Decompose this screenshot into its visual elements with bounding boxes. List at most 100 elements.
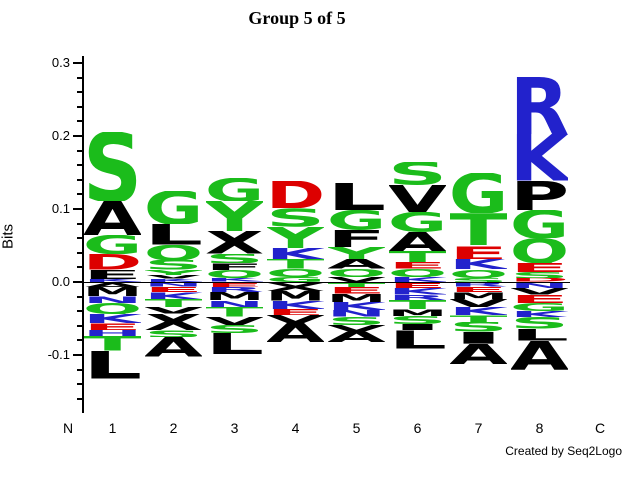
svg-text:L: L [206,333,263,354]
svg-text:G: G [328,210,385,230]
y-minor-tick [77,76,82,79]
logo-letter: K [267,248,324,260]
svg-text:G: G [450,173,507,213]
logo-letter: N [145,283,202,287]
svg-text:K: K [84,279,141,282]
logo-letter: G [389,212,446,232]
svg-text:T: T [145,299,202,307]
logo-letter: E [389,262,446,269]
logo-letter: A [328,259,385,268]
y-tick-label: -0.1 [47,347,70,362]
logo-letter: I [389,324,446,331]
logo-letter: L [328,183,385,210]
svg-text:L: L [145,224,202,244]
logo-letter: K [328,302,385,310]
svg-text:G: G [511,210,568,238]
svg-text:G: G [389,212,446,232]
svg-text:S: S [450,322,507,331]
logo-letter: V [450,299,507,307]
svg-text:T: T [328,283,385,287]
logo-letter: Q [511,238,568,263]
logo-letter: T [328,283,385,287]
logo-letter: S [511,272,568,279]
y-minor-tick [77,383,82,386]
logo-letter: L [145,224,202,244]
svg-text:T: T [450,315,507,322]
svg-text:E: E [145,287,202,292]
svg-text:M: M [206,292,263,300]
logo-letter: E [389,283,446,288]
logo-letter: G [84,235,141,254]
svg-text:S: S [206,325,263,333]
svg-text:S: S [145,330,202,337]
svg-text:A: A [328,259,385,268]
svg-text:S: S [389,162,446,185]
logo-letter: M [206,292,263,300]
svg-text:R: R [389,295,446,300]
svg-text:E: E [511,295,568,303]
x-label-n-terminus: N [62,420,74,436]
logo-letter: K [389,277,446,282]
y-tick-label: 0.0 [51,274,70,289]
logo-letter: V [267,315,324,323]
logo-letter: L [389,330,446,348]
svg-text:S: S [145,260,202,269]
svg-text:V: V [511,288,568,295]
svg-text:K: K [511,134,568,181]
svg-text:T: T [267,259,324,268]
svg-text:Q: Q [511,238,568,263]
svg-text:D: D [267,181,324,209]
y-major-tick [73,135,82,137]
logo-letter: Q [328,269,385,277]
logo-letter: A [267,323,324,342]
logo-letter: A [145,337,202,357]
logo-letter: Q [389,269,446,277]
logo-letter: P [511,181,568,210]
svg-text:D: D [84,254,141,269]
logo-letter: K [84,314,141,323]
logo-letter: E [450,287,507,292]
logo-letter: V [145,275,202,279]
svg-text:A: A [450,344,507,364]
x-position-label: 4 [291,420,300,436]
logo-letter: A [389,232,446,252]
logo-letter: X [206,231,263,254]
svg-text:Y: Y [145,270,202,276]
logo-letter: I [450,332,507,344]
svg-text:Q: Q [206,270,263,278]
svg-text:S: S [84,132,141,201]
y-major-tick [73,62,82,64]
logo-letter: D [84,254,141,269]
logo-letter: G [267,277,324,282]
x-position-label: 7 [474,420,483,436]
logo-letter: A [450,344,507,364]
svg-text:N: N [206,301,263,308]
logo-letter: E [328,287,385,294]
logo-letter: N [511,283,568,288]
svg-text:K: K [328,302,385,310]
svg-text:Q: Q [450,270,507,278]
y-major-tick [73,354,82,356]
logo-letter: M [389,309,446,316]
logo-letter: S [206,325,263,333]
svg-text:E: E [328,287,385,294]
logo-letter: S [206,254,263,263]
logo-letter: G [145,191,202,225]
logo-letter: D [267,181,324,209]
y-minor-tick [77,397,82,400]
svg-text:G: G [267,277,324,282]
logo-letter: E [511,295,568,303]
svg-text:E: E [84,323,141,330]
svg-text:S: S [511,272,568,279]
svg-text:L: L [328,183,385,210]
y-tick-label: 0.3 [51,55,70,70]
logo-letter: Q [450,270,507,278]
y-minor-tick [77,251,82,254]
logo-letter: E [84,270,141,279]
logo-letter: G [511,303,568,311]
logo-letter: N [328,310,385,317]
svg-text:V: V [145,307,202,314]
svg-text:G: G [206,178,263,201]
logo-letter: A [84,201,141,235]
logo-letter: F [206,263,263,270]
